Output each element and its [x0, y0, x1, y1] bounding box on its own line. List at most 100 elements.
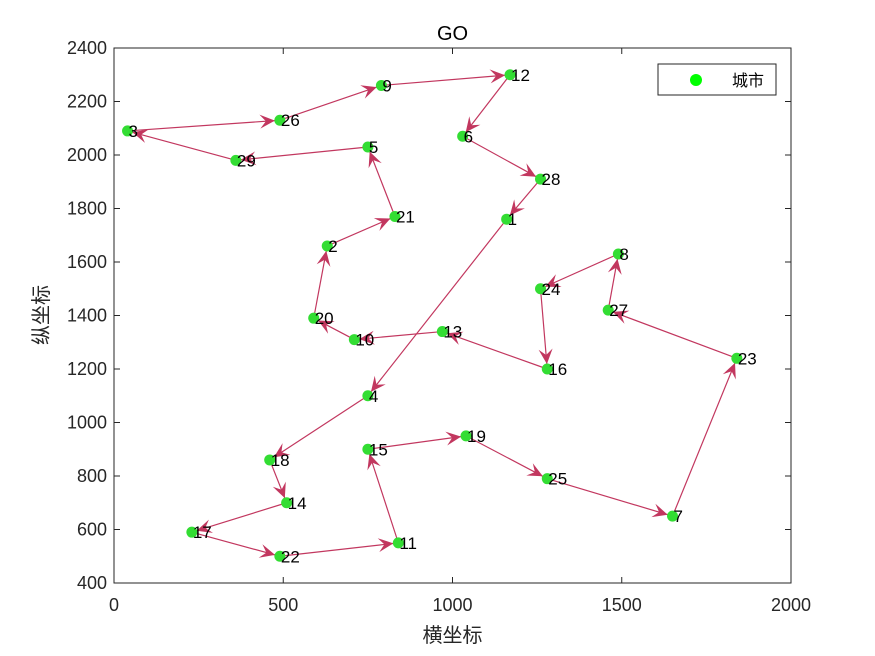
plot-frame — [113, 47, 792, 584]
route-arrowhead — [368, 151, 382, 169]
route-arrow — [462, 135, 541, 180]
route-arrowhead — [447, 331, 464, 345]
city-label-18: 18 — [271, 451, 290, 470]
route-arrowhead — [316, 250, 331, 267]
city-label-1: 1 — [508, 210, 517, 229]
city-point-7 — [667, 510, 679, 522]
route-arrow — [127, 114, 280, 132]
city-point-27 — [602, 304, 614, 316]
city-point-11 — [392, 537, 404, 549]
route-arrow — [127, 129, 237, 161]
city-point-13 — [436, 326, 448, 338]
city-point-19 — [460, 430, 472, 442]
city-label-4: 4 — [369, 387, 378, 406]
route-segment — [381, 74, 511, 87]
route-arrow — [367, 431, 467, 450]
city-label-12: 12 — [511, 66, 530, 85]
city-label-2: 2 — [328, 237, 337, 256]
city-point-25 — [541, 473, 553, 485]
city-point-16 — [541, 363, 553, 375]
route-segment — [367, 435, 467, 450]
city-point-17 — [186, 526, 198, 538]
y-tick-label: 1000 — [67, 413, 107, 433]
route-segment — [462, 135, 541, 180]
y-tick-label: 1400 — [67, 306, 107, 326]
route-segment — [465, 435, 548, 480]
y-tick-label: 600 — [77, 520, 107, 540]
route-arrowhead — [377, 538, 394, 553]
city-point-20 — [308, 312, 320, 324]
route-segment — [367, 449, 399, 544]
route-arrow — [235, 146, 368, 166]
route-segment — [547, 478, 673, 517]
city-label-23: 23 — [738, 349, 757, 368]
y-tick-label: 2000 — [67, 145, 107, 165]
route-arrow — [465, 435, 548, 480]
city-point-12 — [504, 69, 516, 81]
route-segment — [191, 502, 287, 533]
route-arrowhead — [465, 116, 481, 133]
x-tick-label: 1000 — [432, 595, 472, 615]
city-point-14 — [281, 497, 293, 509]
city-label-21: 21 — [396, 208, 415, 227]
city-label-22: 22 — [281, 547, 300, 566]
city-label-20: 20 — [315, 309, 334, 328]
route-arrow — [367, 146, 396, 217]
route-arrowhead — [196, 519, 213, 533]
route-arrow — [547, 478, 673, 518]
city-label-16: 16 — [548, 360, 567, 379]
legend-box — [657, 63, 777, 96]
city-points — [122, 69, 743, 562]
city-point-5 — [362, 141, 374, 153]
y-tick-label: 1800 — [67, 199, 107, 219]
city-label-3: 3 — [129, 122, 138, 141]
route-segment — [279, 542, 399, 557]
city-point-28 — [535, 173, 547, 185]
route-arrow — [354, 330, 443, 345]
route-arrowhead — [722, 362, 736, 380]
city-label-25: 25 — [548, 470, 567, 489]
city-label-13: 13 — [443, 323, 462, 342]
route-segment — [442, 330, 548, 370]
route-arrow — [607, 253, 622, 311]
x-tick-label: 2000 — [771, 595, 811, 615]
city-point-10 — [348, 334, 360, 346]
route-arrowhead — [367, 454, 381, 471]
city-label-5: 5 — [369, 138, 378, 157]
route-segment — [235, 146, 368, 161]
city-point-15 — [362, 443, 374, 455]
legend-marker — [690, 74, 702, 86]
city-point-3 — [122, 125, 134, 137]
city-label-6: 6 — [464, 127, 473, 146]
x-tick-label: 1500 — [602, 595, 642, 615]
route-arrowhead — [359, 330, 375, 345]
route-segment — [540, 253, 619, 290]
route-arrowhead — [272, 481, 286, 499]
route-arrowhead — [612, 310, 630, 324]
city-labels: 1234567891011121314151617181920212223242… — [129, 66, 757, 567]
route-segment — [279, 84, 382, 121]
x-tick-label: 500 — [268, 595, 298, 615]
route-arrow — [506, 178, 541, 220]
city-label-11: 11 — [399, 534, 417, 553]
route-segment — [269, 395, 369, 461]
city-label-9: 9 — [382, 76, 391, 95]
city-point-29 — [230, 154, 242, 166]
route-arrow — [269, 395, 369, 461]
route-arrowhead — [607, 258, 622, 275]
route-arrow — [607, 309, 738, 359]
route-arrow — [269, 459, 288, 503]
city-point-1 — [501, 213, 513, 225]
y-tick-label: 1200 — [67, 359, 107, 379]
route-arrowhead — [132, 129, 149, 143]
route-segment — [354, 330, 443, 341]
plot-background — [114, 48, 791, 583]
route-arrow — [367, 449, 399, 544]
route-segment — [191, 531, 281, 557]
axis-ticks: 0 500 1000 1500 2000 400 600 800 1000 1200 1400 160… — [67, 38, 811, 615]
city-point-23 — [731, 352, 743, 364]
route-arrowhead — [259, 114, 275, 129]
y-tick-label: 2200 — [67, 92, 107, 112]
city-point-6 — [457, 130, 469, 142]
